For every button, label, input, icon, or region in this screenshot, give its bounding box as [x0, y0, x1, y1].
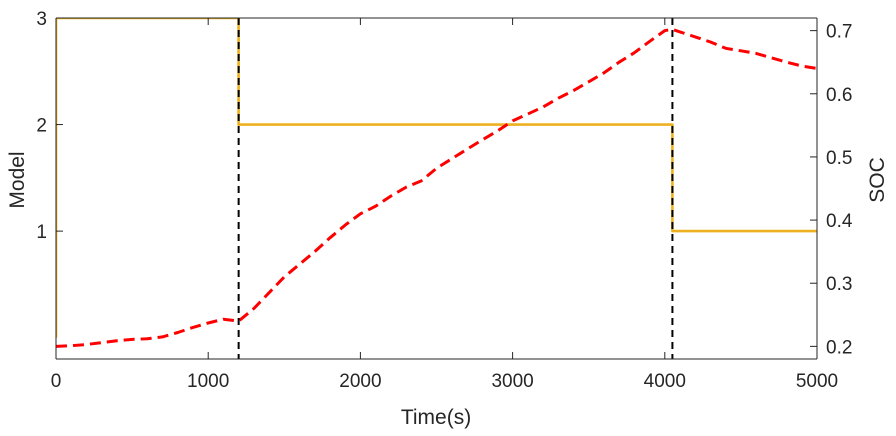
model-series-line: [56, 18, 817, 338]
left-y-tick-label: 2: [36, 116, 47, 137]
x-tick-label: 2000: [339, 371, 381, 392]
left-y-axis-label: Model: [6, 151, 29, 208]
x-tick-label: 0: [51, 371, 62, 392]
x-tick-label: 3000: [491, 371, 533, 392]
right-y-tick-label: 0.4: [826, 211, 853, 232]
right-y-tick-label: 0.6: [826, 85, 852, 106]
x-tick-label: 5000: [796, 371, 838, 392]
x-tick-label: 4000: [644, 371, 686, 392]
left-y-tick-label: 3: [36, 9, 47, 30]
right-y-tick-label: 0.2: [826, 337, 852, 358]
x-axis-label: Time(s): [401, 406, 471, 429]
x-tick-label: 1000: [187, 371, 229, 392]
plot-marks: [56, 18, 817, 359]
right-y-tick-label: 0.5: [826, 148, 852, 169]
right-y-tick-label: 0.7: [826, 22, 852, 43]
soc-series-line: [56, 27, 817, 348]
right-y-axis-label: SOC: [866, 157, 889, 203]
axes: 0 1000 2000 3000 4000 5000 1 2 3 0.2 0.3 0.4 0.5 0.6 0…: [36, 9, 852, 392]
left-y-tick-label: 1: [36, 222, 47, 243]
right-y-tick-label: 0.3: [826, 274, 852, 295]
